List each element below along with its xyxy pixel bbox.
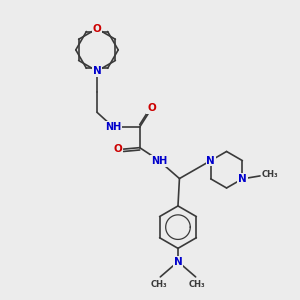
Text: O: O <box>147 103 156 113</box>
Text: N: N <box>206 156 215 166</box>
Text: O: O <box>114 144 123 154</box>
Text: CH₃: CH₃ <box>189 280 206 290</box>
Text: NH: NH <box>105 122 121 132</box>
Text: N: N <box>93 66 101 76</box>
Text: CH₃: CH₃ <box>262 170 279 179</box>
Text: NH: NH <box>151 156 167 166</box>
Text: O: O <box>93 24 101 34</box>
Text: N: N <box>174 256 182 267</box>
Text: CH₃: CH₃ <box>151 280 167 290</box>
Text: N: N <box>238 174 247 184</box>
